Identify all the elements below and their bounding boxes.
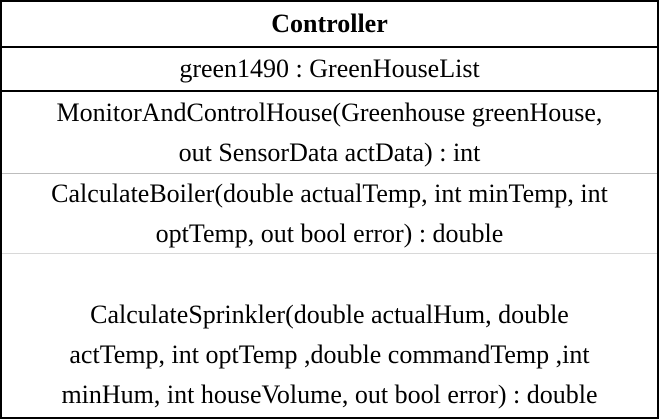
class-name: Controller — [271, 9, 388, 38]
method-line: MonitorAndControlHouse(Greenhouse greenH… — [56, 97, 603, 127]
method-line: optTemp, out bool error) : double — [155, 218, 504, 248]
method-monitor-and-control-house: MonitorAndControlHouse(Greenhouse greenH… — [2, 92, 657, 174]
attributes-compartment: green1490 : GreenHouseList — [2, 48, 657, 92]
attribute-green1490: green1490 : GreenHouseList — [179, 54, 480, 83]
method-line: CalculateSprinkler(double actualHum, dou… — [90, 300, 569, 329]
method-line: minHum, int houseVolume, out bool error)… — [61, 380, 598, 409]
method-line: actTemp, int optTemp ,double commandTemp… — [69, 340, 590, 369]
method-line: CalculateBoiler(double actualTemp, int m… — [51, 178, 608, 208]
class-name-compartment: Controller — [2, 2, 657, 48]
method-calculate-boiler: CalculateBoiler(double actualTemp, int m… — [2, 174, 657, 254]
method-calculate-sprinkler: CalculateSprinkler(double actualHum, dou… — [2, 254, 657, 417]
method-line: out SensorData actData) : int — [178, 137, 481, 167]
